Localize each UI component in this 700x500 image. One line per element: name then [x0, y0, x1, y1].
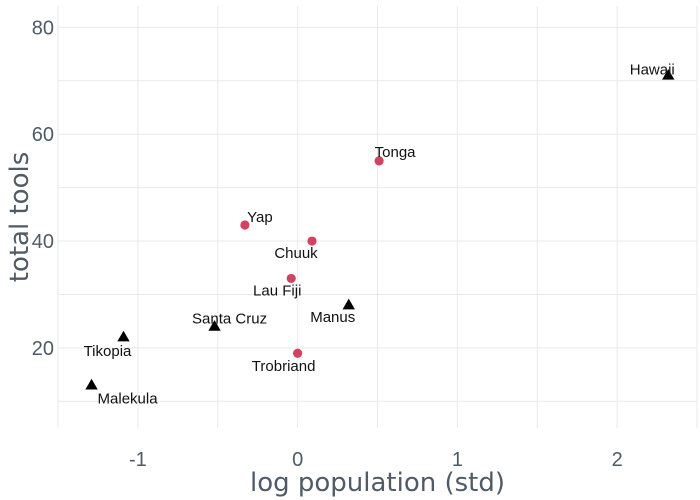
x-tick-label: 2 — [612, 449, 623, 471]
y-tick-label: 40 — [32, 231, 54, 253]
data-point-tonga — [374, 156, 384, 166]
point-label-malekula: Malekula — [98, 390, 159, 407]
data-point-manus — [342, 298, 355, 310]
point-labels: Malekula Tikopia Santa Cruz Yap Lau Fiji Trob… — [84, 61, 675, 407]
x-tick-label: 0 — [292, 449, 303, 471]
data-point-lau-fiji — [286, 273, 296, 284]
plot-grid — [57, 6, 698, 428]
x-tick-label: -1 — [129, 449, 147, 471]
point-label-lau-fiji: Lau Fiji — [253, 282, 301, 299]
y-tick-label: 80 — [32, 17, 54, 39]
point-label-yap: Yap — [247, 209, 273, 226]
y-tick-label: 20 — [32, 338, 54, 360]
y-tick-label: 60 — [32, 124, 54, 146]
axis-ticks: -1 0 1 2 20 40 60 80 — [32, 17, 623, 471]
point-label-chuuk: Chuuk — [274, 245, 318, 262]
point-label-tikopia: Tikopia — [84, 343, 132, 360]
x-tick-label: 1 — [452, 449, 463, 471]
data-point-trobriand — [293, 348, 303, 358]
point-label-trobriand: Trobriand — [252, 358, 316, 375]
data-point-malekula — [85, 378, 98, 390]
point-label-manus: Manus — [310, 309, 355, 326]
data-point-chuuk — [307, 236, 317, 246]
data-point-tikopia — [117, 330, 130, 342]
x-axis-title: log population (std) — [250, 468, 505, 498]
data-point-yap — [240, 220, 250, 230]
point-label-tonga: Tonga — [375, 144, 417, 161]
data-point-hawaii — [662, 68, 675, 80]
point-label-santa-cruz: Santa Cruz — [192, 311, 267, 328]
data-points — [85, 68, 675, 390]
point-label-hawaii: Hawaii — [630, 61, 675, 78]
y-axis-title: total tools — [5, 152, 35, 283]
data-point-santa-cruz — [208, 320, 221, 331]
